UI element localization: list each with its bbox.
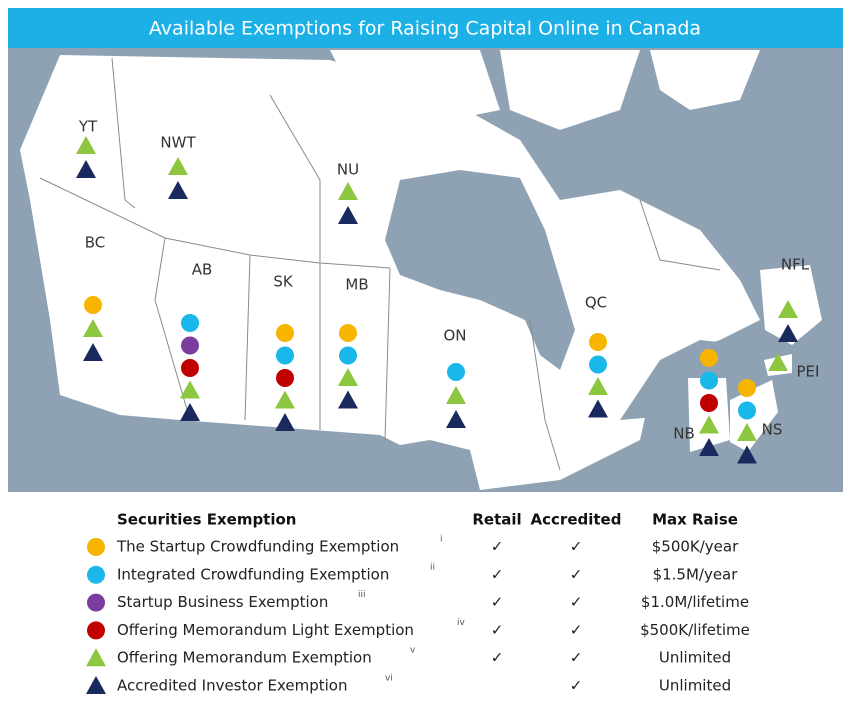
- marker: [87, 593, 105, 612]
- marker: [181, 359, 199, 377]
- marker: [700, 371, 718, 390]
- footnote: ii: [430, 562, 435, 572]
- marker: [83, 319, 103, 337]
- province-borders: [39, 57, 721, 471]
- exemption-name: The Startup Crowdfunding Exemption: [116, 538, 399, 556]
- marker: [181, 336, 199, 355]
- header: Accredited: [531, 511, 622, 529]
- marker: [588, 377, 608, 395]
- retail-check: ✓: [491, 538, 504, 556]
- marker: [181, 314, 199, 332]
- retail-check: ✓: [491, 621, 504, 639]
- retail-check: ✓: [491, 565, 504, 583]
- hudson-bay: [385, 170, 575, 370]
- accredited-check: ✓: [570, 565, 583, 583]
- province-label: MB: [345, 276, 368, 294]
- province-label: YT: [78, 118, 98, 136]
- province-label: NFL: [781, 256, 810, 274]
- marker: [778, 300, 798, 318]
- marker: [168, 157, 188, 175]
- max-raise: $1.0M/lifetime: [641, 593, 749, 611]
- marker: [738, 379, 756, 397]
- retail-check: ✓: [491, 649, 504, 667]
- province-label: PEI: [797, 363, 820, 381]
- marker: [338, 390, 358, 409]
- exemption-name: Accredited Investor Exemption: [117, 677, 347, 695]
- marker: [76, 136, 96, 154]
- max-raise: Unlimited: [659, 677, 731, 695]
- marker: [276, 346, 294, 365]
- title: Available Exemptions for Raising Capital…: [149, 18, 701, 40]
- retail-check: ✓: [491, 593, 504, 611]
- marker: [180, 380, 200, 399]
- accredited-check: ✓: [570, 649, 583, 667]
- marker: [768, 353, 788, 371]
- marker: [275, 413, 295, 431]
- marker: [778, 324, 798, 342]
- marker: [339, 346, 357, 365]
- footnote: vi: [385, 674, 393, 684]
- marker: [737, 423, 757, 441]
- accredited-check: ✓: [570, 677, 583, 695]
- marker: [588, 399, 608, 418]
- header: Max Raise: [652, 511, 738, 529]
- marker: [76, 160, 96, 178]
- province-label: AB: [192, 261, 213, 279]
- marker: [275, 390, 295, 409]
- header: Securities Exemption: [117, 511, 296, 529]
- exemption-name: Integrated Crowdfunding Exemption: [117, 565, 389, 583]
- province-label: NU: [337, 161, 359, 179]
- marker: [180, 403, 200, 421]
- marker: [589, 355, 607, 374]
- marker: [446, 410, 466, 428]
- province-label: QC: [585, 294, 607, 312]
- marker: [446, 386, 466, 404]
- province-label: NS: [762, 421, 783, 439]
- max-raise: $500K/year: [652, 538, 739, 556]
- province-label: BC: [85, 234, 106, 252]
- province-label: SK: [273, 273, 294, 291]
- province-label: ON: [443, 327, 466, 345]
- marker: [589, 333, 607, 351]
- footnote: v: [410, 646, 416, 656]
- title-bar: [8, 8, 843, 48]
- marker: [86, 648, 106, 667]
- province-label: NWT: [160, 134, 196, 152]
- marker: [339, 324, 357, 342]
- marker: [87, 621, 105, 640]
- marker: [338, 206, 358, 224]
- footnote: iii: [358, 590, 366, 600]
- accredited-check: ✓: [570, 621, 583, 639]
- marker: [276, 369, 294, 387]
- header: Retail: [472, 511, 521, 529]
- marker: [338, 368, 358, 386]
- marker: [84, 296, 102, 314]
- footnote: iv: [457, 618, 466, 628]
- accredited-check: ✓: [570, 538, 583, 556]
- exemption-name: Offering Memorandum Light Exemption: [117, 621, 414, 639]
- marker: [168, 181, 188, 199]
- marker: [700, 349, 718, 367]
- marker: [700, 394, 718, 412]
- marker: [86, 676, 106, 694]
- marker: [83, 343, 103, 361]
- marker: [338, 182, 358, 200]
- marker: [87, 565, 105, 584]
- max-raise: $500K/lifetime: [640, 621, 750, 639]
- province-label: NB: [673, 425, 695, 443]
- marker: [699, 415, 719, 434]
- marker: [738, 401, 756, 420]
- footnote: i: [440, 535, 443, 545]
- marker: [699, 438, 719, 456]
- marker: [447, 363, 465, 381]
- marker: [737, 445, 757, 464]
- max-raise: $1.5M/year: [653, 565, 739, 583]
- exemption-name: Offering Memorandum Exemption: [117, 649, 372, 667]
- max-raise: Unlimited: [659, 649, 731, 667]
- accredited-check: ✓: [570, 593, 583, 611]
- marker: [276, 324, 294, 342]
- marker: [87, 538, 105, 556]
- exemption-name: Startup Business Exemption: [117, 593, 328, 611]
